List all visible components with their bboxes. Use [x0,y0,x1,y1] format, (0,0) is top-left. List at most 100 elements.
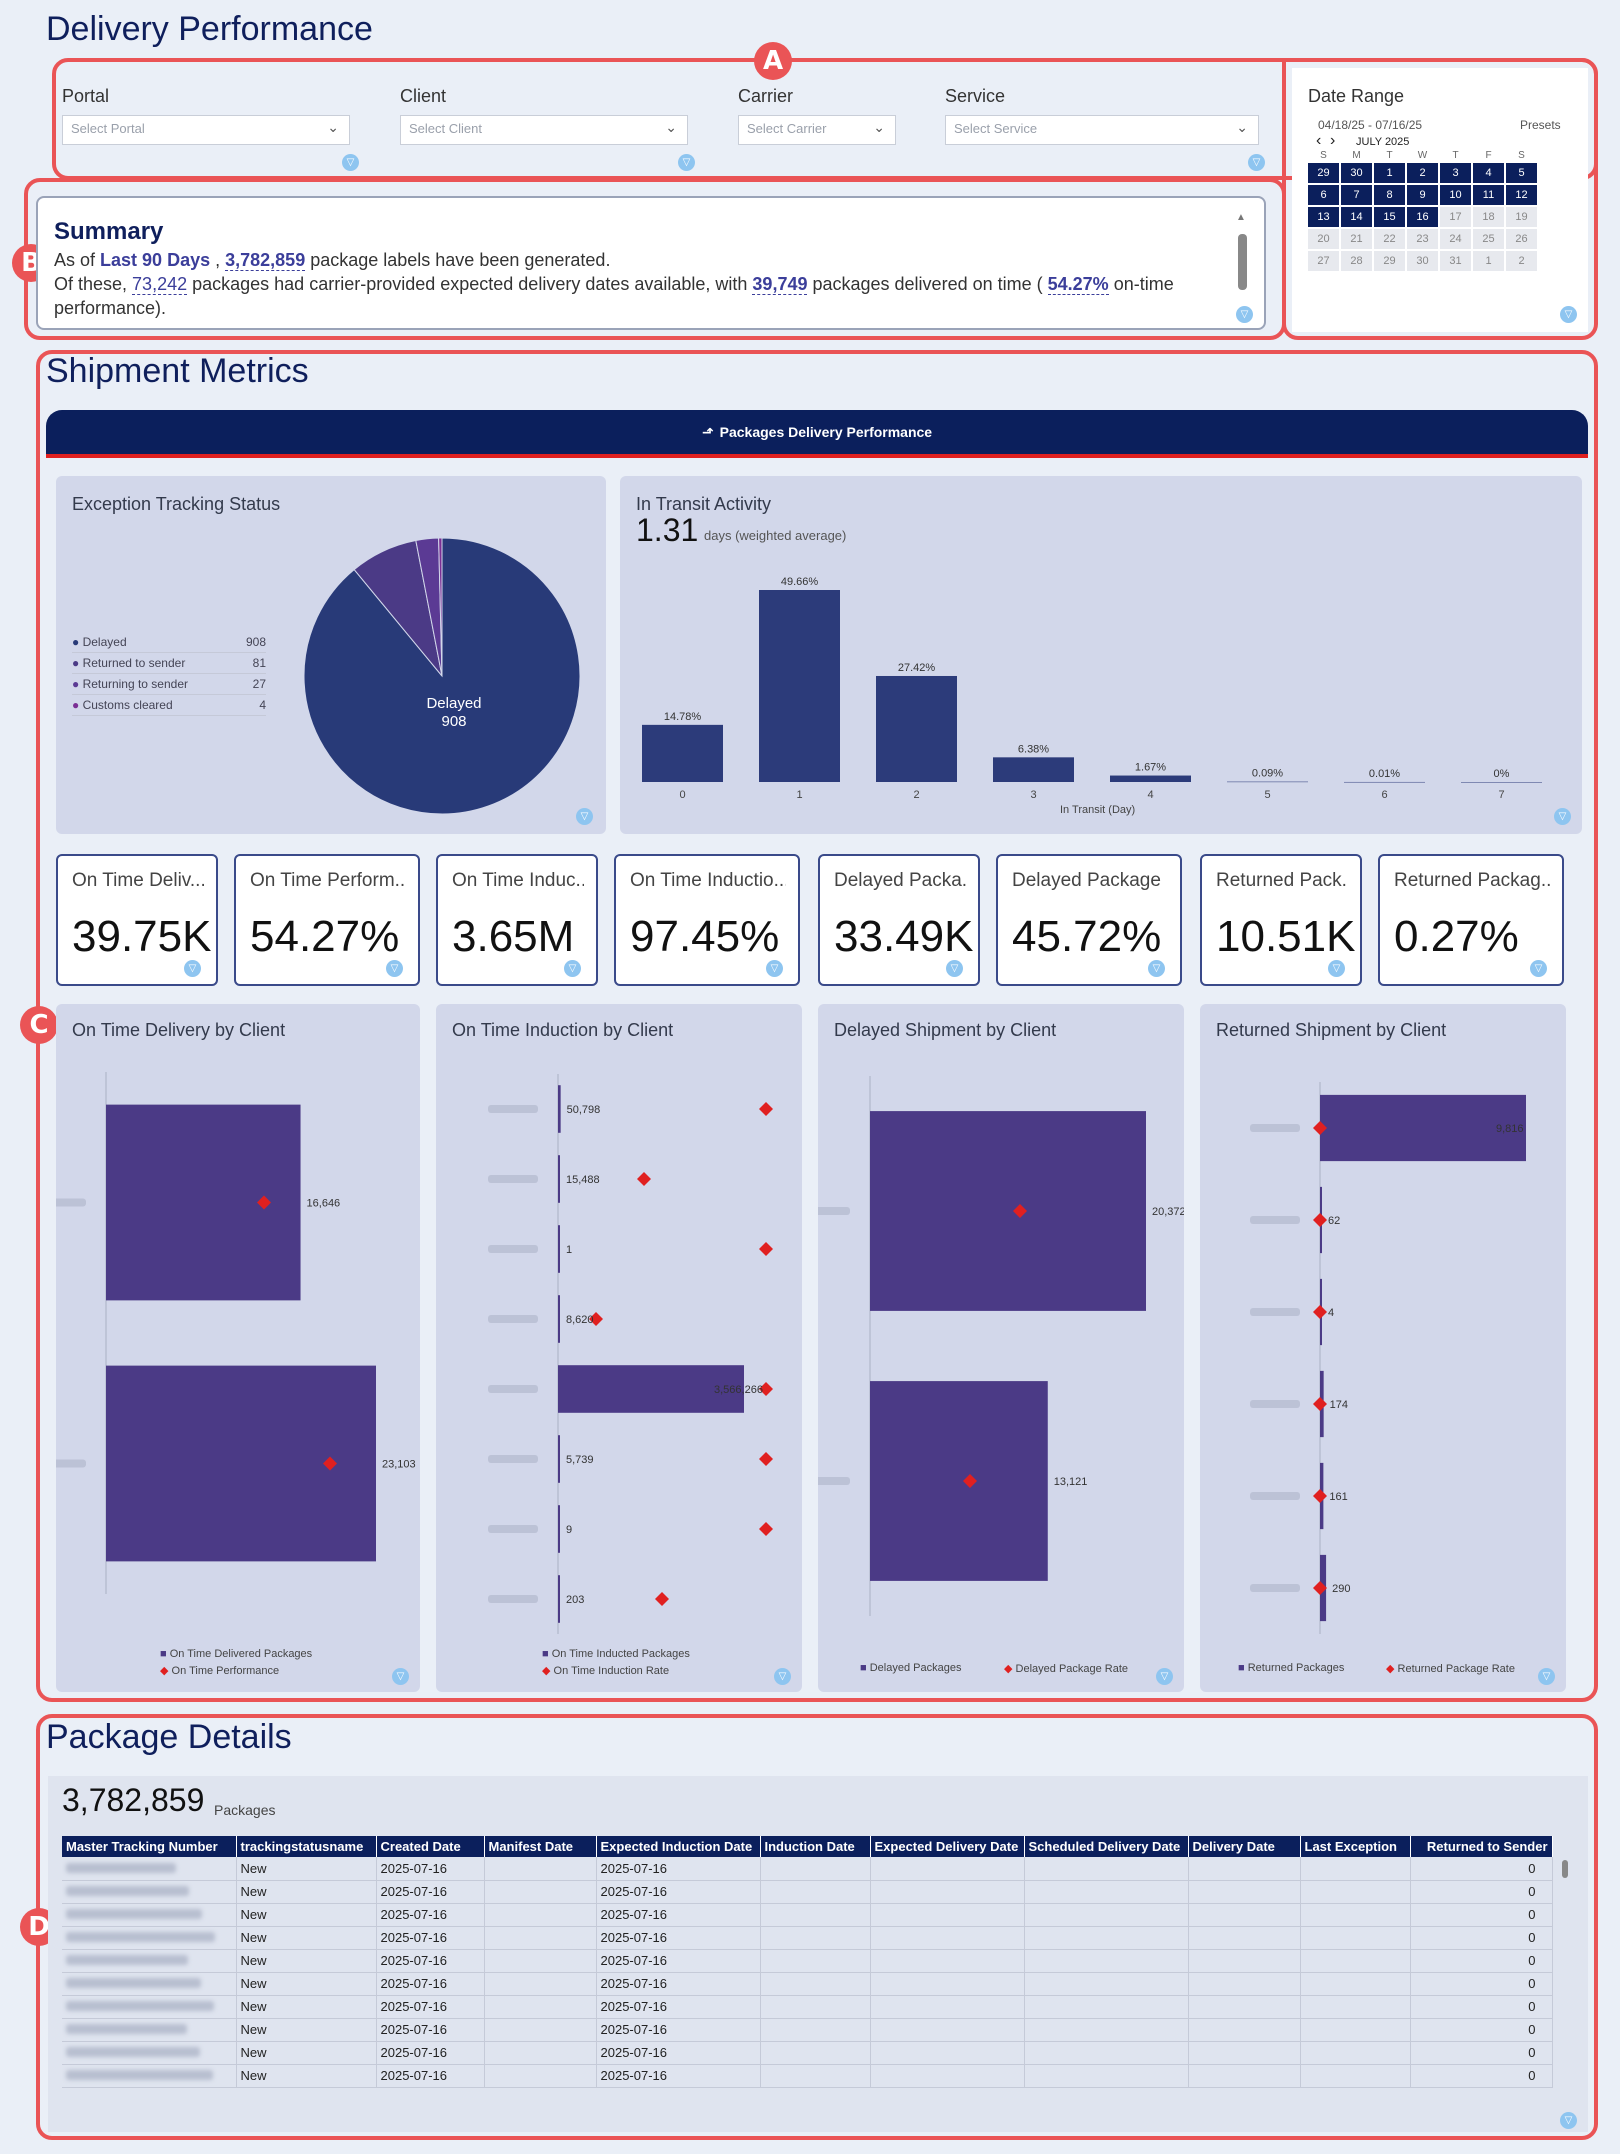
column-header[interactable]: Created Date [376,1836,485,1857]
column-header[interactable]: Delivery Date [1188,1836,1301,1857]
legend-item[interactable]: ● Returning to sender 27 [72,674,266,695]
rate-diamond[interactable] [759,1242,773,1256]
rate-diamond[interactable] [1313,1397,1327,1411]
next-month-icon[interactable]: › [1330,132,1336,149]
calendar-day[interactable]: 29 [1372,249,1407,273]
transit-bar[interactable] [759,590,840,782]
filter-icon[interactable]: ▽ [774,1668,791,1685]
filter-icon[interactable]: ▽ [184,960,201,977]
calendar-day[interactable]: 13 [1306,205,1341,229]
scroll-up-icon[interactable]: ▲ [1236,212,1246,223]
calendar-day[interactable]: 11 [1471,183,1506,207]
carrier-select[interactable]: Select Carrier ⌄ [738,115,896,145]
table-row[interactable]: New 2025-07-16 2025-07-16 0 [62,2041,1553,2065]
calendar-day[interactable]: 26 [1504,227,1539,251]
client-bar[interactable] [558,1155,560,1203]
rate-diamond[interactable] [1313,1581,1327,1595]
calendar-day[interactable]: 16 [1405,205,1440,229]
column-header[interactable]: Returned to Sender [1410,1836,1553,1857]
calendar-day[interactable]: 22 [1372,227,1407,251]
date-range-value[interactable]: 04/18/25 - 07/16/25 [1318,118,1423,132]
client-bar[interactable] [870,1111,1146,1311]
table-row[interactable]: New 2025-07-16 2025-07-16 0 [62,1995,1553,2019]
filter-icon[interactable]: ▽ [386,960,403,977]
rate-diamond[interactable] [655,1592,669,1606]
client-bar[interactable] [1320,1094,1526,1162]
table-row[interactable]: New 2025-07-16 2025-07-16 0 [62,1926,1553,1950]
calendar-day[interactable]: 29 [1306,161,1341,185]
calendar-day[interactable]: 6 [1306,183,1341,207]
rate-diamond[interactable] [759,1102,773,1116]
calendar-day[interactable]: 1 [1471,249,1506,273]
client-bar[interactable] [558,1435,560,1483]
calendar-day[interactable]: 14 [1339,205,1374,229]
rate-diamond[interactable] [637,1172,651,1186]
calendar-day[interactable]: 5 [1504,161,1539,185]
transit-bar[interactable] [642,724,723,782]
calendar-day[interactable]: 25 [1471,227,1506,251]
column-header[interactable]: Expected Delivery Date [870,1836,1025,1857]
column-header[interactable]: Master Tracking Number [62,1836,237,1857]
filter-icon[interactable]: ▽ [1156,1668,1173,1685]
client-bar[interactable] [558,1225,560,1273]
filter-icon[interactable]: ▽ [1328,960,1345,977]
filter-icon[interactable]: ▽ [1530,960,1547,977]
table-row[interactable]: New 2025-07-16 2025-07-16 0 [62,1949,1553,1973]
transit-bar[interactable] [876,675,957,782]
calendar-day[interactable]: 2 [1405,161,1440,185]
calendar-day[interactable]: 8 [1372,183,1407,207]
filter-icon[interactable]: ▽ [342,154,359,171]
legend-item[interactable]: ● Customs cleared 4 [72,695,266,716]
column-header[interactable]: Scheduled Delivery Date [1024,1836,1189,1857]
calendar-day[interactable]: 18 [1471,205,1506,229]
rate-diamond[interactable] [1313,1121,1327,1135]
rate-diamond[interactable] [323,1456,337,1471]
calendar-day[interactable]: 3 [1438,161,1473,185]
calendar-day[interactable]: 23 [1405,227,1440,251]
rate-diamond[interactable] [1313,1489,1327,1503]
table-row[interactable]: New 2025-07-16 2025-07-16 0 [62,1903,1553,1927]
column-header[interactable]: Manifest Date [484,1836,597,1857]
service-select[interactable]: Select Service ⌄ [945,115,1259,145]
calendar-day[interactable]: 20 [1306,227,1341,251]
client-bar[interactable] [558,1085,561,1133]
transit-bar[interactable] [993,757,1074,782]
portal-select[interactable]: Select Portal ⌄ [62,115,350,145]
table-row[interactable]: New 2025-07-16 2025-07-16 0 [62,1880,1553,1904]
rate-diamond[interactable] [963,1474,977,1488]
calendar-day[interactable]: 21 [1339,227,1374,251]
client-bar[interactable] [106,1104,301,1301]
legend-item[interactable]: ● Delayed 908 [72,632,266,653]
client-bar[interactable] [558,1295,560,1343]
calendar-day[interactable]: 4 [1471,161,1506,185]
filter-icon[interactable]: ▽ [1148,960,1165,977]
calendar-day[interactable]: 19 [1504,205,1539,229]
filter-icon[interactable]: ▽ [678,154,695,171]
rate-diamond[interactable] [759,1382,773,1396]
summary-scrollbar[interactable] [1238,234,1247,290]
calendar-day[interactable]: 12 [1504,183,1539,207]
table-row[interactable]: New 2025-07-16 2025-07-16 0 [62,2064,1553,2088]
calendar-day[interactable]: 28 [1339,249,1374,273]
calendar-day[interactable]: 24 [1438,227,1473,251]
calendar-day[interactable]: 7 [1339,183,1374,207]
rate-diamond[interactable] [759,1452,773,1466]
filter-icon[interactable]: ▽ [1236,306,1253,323]
transit-bar[interactable] [1110,775,1191,782]
rate-diamond[interactable] [1313,1213,1327,1227]
calendar-day[interactable]: 30 [1339,161,1374,185]
client-bar[interactable] [558,1505,560,1553]
filter-icon[interactable]: ▽ [1554,808,1571,825]
client-bar[interactable] [558,1575,560,1623]
table-row[interactable]: New 2025-07-16 2025-07-16 0 [62,1972,1553,1996]
rate-diamond[interactable] [589,1312,603,1326]
rate-diamond[interactable] [759,1522,773,1536]
table-scrollbar[interactable] [1562,1860,1568,1878]
client-bar[interactable] [558,1365,744,1413]
calendar-day[interactable]: 17 [1438,205,1473,229]
table-row[interactable]: New 2025-07-16 2025-07-16 0 [62,1857,1553,1881]
filter-icon[interactable]: ▽ [946,960,963,977]
filter-icon[interactable]: ▽ [576,808,593,825]
table-row[interactable]: New 2025-07-16 2025-07-16 0 [62,2018,1553,2042]
column-header[interactable]: Last Exception [1300,1836,1411,1857]
